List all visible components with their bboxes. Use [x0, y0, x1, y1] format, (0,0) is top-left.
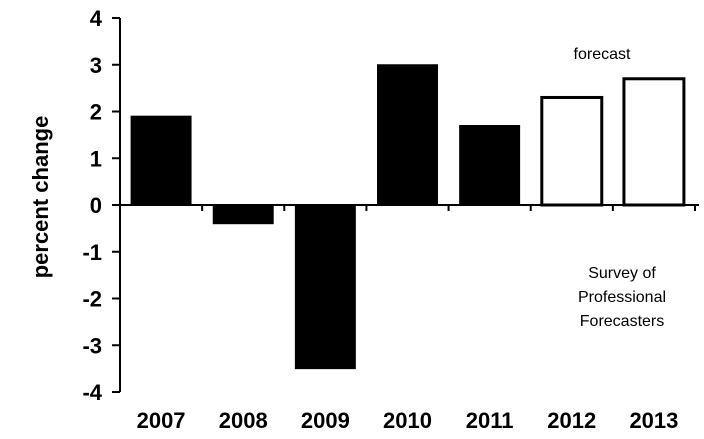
y-tick-label: -3 [82, 333, 102, 358]
bar-2011 [459, 125, 521, 206]
y-tick-labels: -4 -3 -2 -1 0 1 2 3 4 [82, 6, 102, 405]
x-tick-label-2013: 2013 [629, 408, 678, 433]
x-tick-label-2011: 2011 [466, 408, 514, 433]
y-tick-label: -2 [82, 287, 102, 312]
bar-2012 [540, 95, 604, 207]
y-tick-label: -4 [82, 380, 102, 405]
y-tick-label: 2 [90, 100, 102, 125]
x-tick-label-2007: 2007 [137, 408, 186, 433]
source-line-1: Survey of [588, 265, 656, 282]
source-line-3: Forecasters [580, 313, 664, 330]
bar-2009 [294, 204, 356, 370]
x-tick-label-2012: 2012 [547, 408, 596, 433]
y-tick-label: 3 [90, 53, 102, 78]
x-tick-labels: 2007 2008 2009 2010 2011 2012 2013 [137, 408, 679, 433]
x-tick-label-2010: 2010 [383, 408, 432, 433]
bar-2007 [130, 115, 192, 206]
y-axis-label: percent change [28, 116, 53, 279]
y-tick-label: 0 [90, 193, 102, 218]
y-tick-label: -1 [82, 240, 102, 265]
bar-2008 [212, 204, 274, 225]
forecast-label: forecast [574, 46, 631, 63]
y-tick-label: 4 [90, 6, 103, 31]
x-tick-label-2008: 2008 [219, 408, 268, 433]
bars [130, 64, 686, 370]
bar-2010 [377, 64, 438, 206]
bar-2013 [622, 77, 686, 207]
x-tick-label-2009: 2009 [301, 408, 350, 433]
y-tick-label: 1 [90, 146, 102, 171]
source-line-2: Professional [578, 289, 666, 306]
